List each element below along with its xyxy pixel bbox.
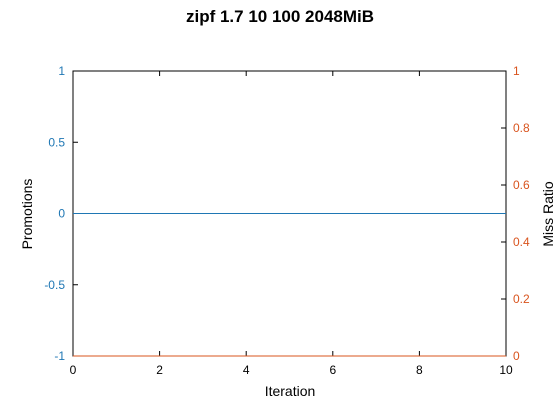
x-tick-label: 4 xyxy=(243,363,250,377)
x-axis-label: Iteration xyxy=(265,383,316,399)
y-left-tick-label: 0 xyxy=(58,207,65,221)
y-right-tick-label: 0.6 xyxy=(513,178,530,192)
y-left-tick-label: 0.5 xyxy=(48,135,65,149)
y-left-tick-label: -0.5 xyxy=(44,278,65,292)
y-right-tick-label: 0 xyxy=(513,349,520,363)
y-left-tick-label: 1 xyxy=(58,64,65,78)
y-right-tick-label: 0.4 xyxy=(513,235,530,249)
x-tick-label: 0 xyxy=(70,363,77,377)
y-right-tick-label: 0.2 xyxy=(513,292,530,306)
x-tick-label: 2 xyxy=(156,363,163,377)
x-tick-label: 8 xyxy=(416,363,423,377)
y-left-tick-label: -1 xyxy=(54,349,65,363)
y-axis-right-label: Miss Ratio xyxy=(540,181,556,247)
x-tick-label: 6 xyxy=(329,363,336,377)
y-axis-left-label: Promotions xyxy=(19,179,35,250)
x-tick-label: 10 xyxy=(499,363,513,377)
chart-title: zipf 1.7 10 100 2048MiB xyxy=(186,7,374,26)
y-right-tick-label: 0.8 xyxy=(513,121,530,135)
y-right-tick-label: 1 xyxy=(513,64,520,78)
